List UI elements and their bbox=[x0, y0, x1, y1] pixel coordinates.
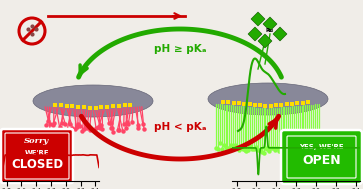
Text: pH ≥ pKₐ: pH ≥ pKₐ bbox=[154, 44, 206, 54]
FancyBboxPatch shape bbox=[281, 130, 362, 184]
Text: Sorry: Sorry bbox=[24, 137, 50, 145]
Text: WE'RE: WE'RE bbox=[25, 150, 49, 156]
Ellipse shape bbox=[33, 85, 153, 117]
Text: CLOSED: CLOSED bbox=[11, 159, 63, 171]
Polygon shape bbox=[251, 12, 265, 26]
Text: Ru: Ru bbox=[266, 29, 274, 33]
Polygon shape bbox=[258, 34, 272, 48]
FancyBboxPatch shape bbox=[1, 129, 73, 183]
Polygon shape bbox=[263, 17, 277, 31]
Ellipse shape bbox=[208, 83, 328, 115]
Text: pH < pKₐ: pH < pKₐ bbox=[154, 122, 206, 132]
Text: YES, WE'RE: YES, WE'RE bbox=[299, 144, 344, 150]
Text: OPEN: OPEN bbox=[302, 154, 341, 167]
Polygon shape bbox=[248, 27, 262, 41]
Polygon shape bbox=[273, 27, 287, 41]
